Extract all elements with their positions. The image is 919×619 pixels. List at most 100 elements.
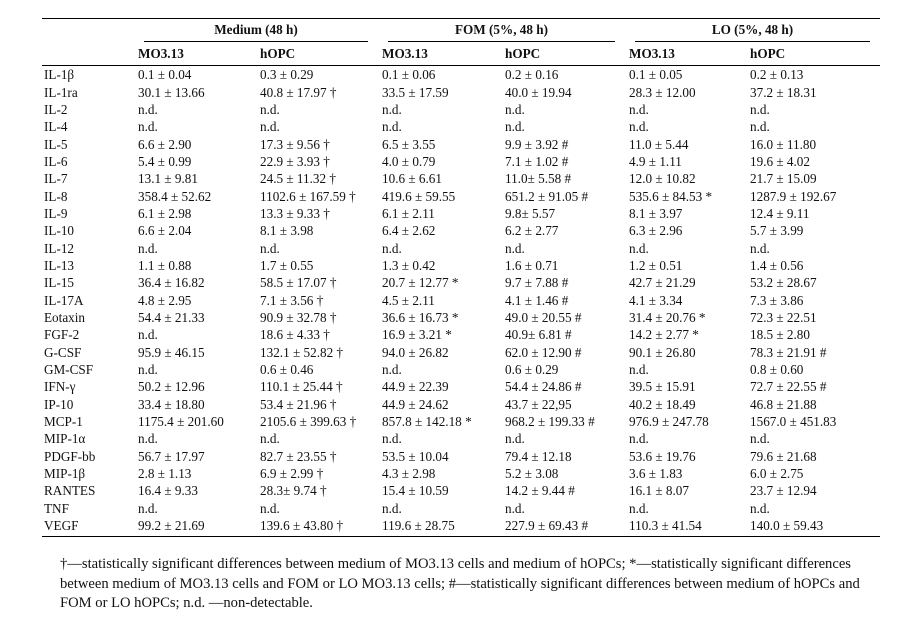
table-cell: 9.9 ± 3.92 # xyxy=(505,136,569,152)
table-cell: n.d. xyxy=(260,240,280,256)
table-cell: 6.6 ± 2.90 xyxy=(138,136,192,152)
sub-header-cell: MO3.13 xyxy=(378,43,501,66)
group-header-lo: LO (5%, 48 h) xyxy=(625,18,880,43)
group-header-row: Medium (48 h) FOM (5%, 48 h) LO (5%, 48 … xyxy=(42,18,880,43)
table-cell: n.d. xyxy=(629,240,649,256)
table-cell: 8.1 ± 3.97 xyxy=(629,205,683,221)
table-cell: n.d. xyxy=(629,500,649,516)
table-cell: 6.1 ± 2.11 xyxy=(382,205,435,221)
table-cell: 0.6 ± 0.29 xyxy=(505,362,559,378)
table-cell: 110.1 ± 25.44 † xyxy=(260,379,343,395)
table-cell: 1102.6 ± 167.59 † xyxy=(260,188,356,204)
row-label: IL-1β xyxy=(44,67,75,83)
table-cell: 1.3 ± 0.42 xyxy=(382,257,436,273)
table-cell: 0.2 ± 0.13 xyxy=(750,67,804,83)
row-label: G-CSF xyxy=(44,344,82,360)
table-cell: 132.1 ± 52.82 † xyxy=(260,344,344,360)
table-cell: 6.3 ± 2.96 xyxy=(629,223,683,239)
table-cell: 54.4 ± 24.86 # xyxy=(505,379,582,395)
table-cell: 28.3 ± 12.00 xyxy=(629,84,696,100)
table-cell: 1.6 ± 0.71 xyxy=(505,257,559,273)
table-cell: 78.3 ± 21.91 # xyxy=(750,344,827,360)
table-cell: 44.9 ± 22.39 xyxy=(382,379,449,395)
table-row: IL-7 13.1 ± 9.81 24.5 ± 11.32 † 10.6 ± 6.61… xyxy=(42,170,880,187)
row-label: IP-10 xyxy=(44,396,74,412)
table-cell: 2.8 ± 1.13 xyxy=(138,466,192,482)
table-cell: n.d. xyxy=(382,500,402,516)
table-cell: 82.7 ± 23.55 † xyxy=(260,448,337,464)
table-cell: n.d. xyxy=(505,119,525,135)
table-row: Eotaxin 54.4 ± 21.33 90.9 ± 32.78 † 36.6 ± … xyxy=(42,309,880,326)
table-cell: 14.2 ± 9.44 # xyxy=(505,483,575,499)
table-cell: 53.4 ± 21.96 † xyxy=(260,396,337,412)
table-cell: 16.1 ± 8.07 xyxy=(629,483,689,499)
table-cell: 94.0 ± 26.82 xyxy=(382,344,449,360)
row-label: IL-15 xyxy=(44,275,75,291)
table-cell: n.d. xyxy=(260,500,280,516)
table-cell: 1.1 ± 0.88 xyxy=(138,257,192,273)
table-row: TNF n.d. n.d. n.d. n.d. n.d. n.d. xyxy=(42,500,880,517)
row-label: IL-10 xyxy=(44,223,75,239)
table-cell: 40.8 ± 17.97 † xyxy=(260,84,337,100)
table-cell: n.d. xyxy=(629,101,649,117)
table-cell: 31.4 ± 20.76 * xyxy=(629,309,706,325)
table-cell: 9.8± 5.57 xyxy=(505,205,556,221)
table-cell: 4.5 ± 2.11 xyxy=(382,292,435,308)
table-cell: 0.1 ± 0.04 xyxy=(138,67,192,83)
table-cell: 44.9 ± 24.62 xyxy=(382,396,449,412)
table-row: RANTES 16.4 ± 9.33 28.3± 9.74 † 15.4 ± 10.5… xyxy=(42,482,880,499)
table-cell: 4.8 ± 2.95 xyxy=(138,292,192,308)
row-label: MIP-1α xyxy=(44,431,86,447)
table-cell: 3.6 ± 1.83 xyxy=(629,466,683,482)
table-row: IL-2 n.d. n.d. n.d. n.d. n.d. n.d. xyxy=(42,101,880,118)
table-cell: 857.8 ± 142.18 * xyxy=(382,414,472,430)
table-cell: 53.5 ± 10.04 xyxy=(382,448,449,464)
sub-header-blank xyxy=(42,43,134,66)
table-cell: 15.4 ± 10.59 xyxy=(382,483,449,499)
group-header-fom: FOM (5%, 48 h) xyxy=(378,18,625,43)
table-cell: n.d. xyxy=(382,240,402,256)
table-row: MIP-1α n.d. n.d. n.d. n.d. n.d. n.d. xyxy=(42,430,880,447)
table-row: IL-9 6.1 ± 2.98 13.3 ± 9.33 † 6.1 ± 2.11 9.8… xyxy=(42,205,880,222)
table-cell: 6.5 ± 3.55 xyxy=(382,136,436,152)
table-row: IL-5 6.6 ± 2.90 17.3 ± 9.56 † 6.5 ± 3.55 9.9… xyxy=(42,135,880,152)
table-cell: 99.2 ± 21.69 xyxy=(134,516,256,538)
table-cell: 651.2 ± 91.05 # xyxy=(505,188,589,204)
table-cell: 40.9± 6.81 # xyxy=(505,327,572,343)
table-cell: 11.0 ± 5.44 xyxy=(629,136,689,152)
table-cell: 36.4 ± 16.82 xyxy=(138,275,205,291)
table-cell: n.d. xyxy=(138,431,158,447)
table-row: IL-12 n.d. n.d. n.d. n.d. n.d. n.d. xyxy=(42,239,880,256)
table-cell: n.d. xyxy=(629,362,649,378)
table-row: IL-10 6.6 ± 2.04 8.1 ± 3.98 6.4 ± 2.62 6.2 ±… xyxy=(42,222,880,239)
table-cell: 33.4 ± 18.80 xyxy=(138,396,205,412)
table-cell: 79.4 ± 12.18 xyxy=(505,448,572,464)
table-row: IFN-γ 50.2 ± 12.96 110.1 ± 25.44 † 44.9 ± 2… xyxy=(42,378,880,395)
table-cell: 2105.6 ± 399.63 † xyxy=(260,414,357,430)
row-label: IL-4 xyxy=(44,119,68,135)
table-cell: n.d. xyxy=(505,431,525,447)
table-row: IL-8 358.4 ± 52.62 1102.6 ± 167.59 † 419.6 … xyxy=(42,187,880,204)
row-label: IL-13 xyxy=(44,257,75,273)
table-cell: 4.1 ± 3.34 xyxy=(629,292,683,308)
row-label: VEGF xyxy=(42,516,134,538)
table-cell: 54.4 ± 21.33 xyxy=(138,309,205,325)
table-cell: 24.5 ± 11.32 † xyxy=(260,171,336,187)
table-cell: 6.2 ± 2.77 xyxy=(505,223,559,239)
table-cell: 976.9 ± 247.78 xyxy=(629,414,709,430)
table-row: MIP-1β 2.8 ± 1.13 6.9 ± 2.99 † 4.3 ± 2.98 5.… xyxy=(42,465,880,482)
table-cell: n.d. xyxy=(629,119,649,135)
table-cell: 58.5 ± 17.07 † xyxy=(260,275,337,291)
table-cell: 42.7 ± 21.29 xyxy=(629,275,696,291)
table-cell: 36.6 ± 16.73 * xyxy=(382,309,459,325)
table-cell: 12.0 ± 10.82 xyxy=(629,171,696,187)
table-row: PDGF-bb 56.7 ± 17.97 82.7 ± 23.55 † 53.5 ± … xyxy=(42,448,880,465)
table-cell: 33.5 ± 17.59 xyxy=(382,84,449,100)
table-cell: 0.2 ± 0.16 xyxy=(505,67,559,83)
table-cell: 4.0 ± 0.79 xyxy=(382,153,436,169)
table-cell: 53.6 ± 19.76 xyxy=(629,448,696,464)
table-cell: 16.4 ± 9.33 xyxy=(138,483,198,499)
table-cell: 21.7 ± 15.09 xyxy=(750,171,817,187)
table-cell: n.d. xyxy=(505,101,525,117)
table-body: IL-1β 0.1 ± 0.04 0.3 ± 0.29 0.1 ± 0.06 0.2 ±… xyxy=(42,66,880,538)
